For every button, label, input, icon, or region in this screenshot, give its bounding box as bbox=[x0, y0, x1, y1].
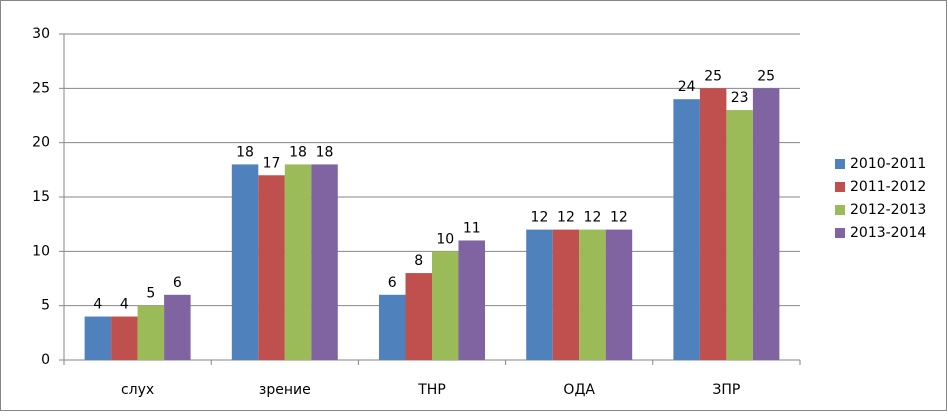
data-label: 12 bbox=[610, 210, 628, 226]
bar bbox=[311, 164, 338, 360]
bar bbox=[726, 110, 753, 360]
data-label: 12 bbox=[531, 210, 549, 226]
data-label: 23 bbox=[731, 90, 749, 106]
data-label: 18 bbox=[316, 144, 334, 160]
data-label: 4 bbox=[93, 297, 102, 313]
data-label: 12 bbox=[584, 210, 602, 226]
legend-swatch bbox=[835, 228, 845, 238]
x-tick-label: ЗПР bbox=[712, 382, 740, 398]
data-label: 6 bbox=[173, 275, 182, 291]
y-tick-label: 25 bbox=[32, 80, 50, 96]
data-label: 17 bbox=[263, 155, 281, 171]
bar bbox=[458, 240, 485, 360]
data-label: 25 bbox=[704, 68, 722, 84]
data-label: 4 bbox=[120, 297, 129, 313]
bar bbox=[284, 164, 312, 360]
x-tick-label: слух bbox=[121, 382, 154, 398]
legend-swatch bbox=[835, 205, 845, 215]
y-tick-label: 10 bbox=[32, 243, 50, 259]
bar bbox=[137, 305, 165, 360]
y-tick-label: 15 bbox=[32, 189, 50, 205]
legend-label: 2012-2013 bbox=[850, 202, 926, 218]
y-tick-label: 0 bbox=[41, 352, 50, 368]
bar bbox=[111, 316, 138, 360]
bar bbox=[673, 99, 700, 360]
x-tick-label: ТНР bbox=[417, 382, 446, 398]
data-label: 11 bbox=[463, 220, 481, 236]
y-tick-label: 5 bbox=[41, 298, 50, 314]
bar bbox=[699, 88, 727, 360]
bar bbox=[258, 175, 285, 360]
bar bbox=[231, 164, 259, 360]
legend-label: 2013-2014 bbox=[850, 225, 926, 241]
data-label: 18 bbox=[289, 144, 307, 160]
x-tick-label: зрение bbox=[259, 382, 311, 398]
bar bbox=[552, 229, 580, 360]
legend-swatch bbox=[835, 159, 845, 169]
data-label: 24 bbox=[678, 79, 696, 95]
data-label: 10 bbox=[436, 231, 454, 247]
legend-label: 2010-2011 bbox=[850, 156, 926, 172]
legend-swatch bbox=[835, 182, 845, 192]
y-tick-label: 30 bbox=[32, 26, 50, 42]
bar bbox=[164, 294, 191, 360]
data-label: 5 bbox=[146, 286, 155, 302]
x-tick-label: ОДА bbox=[563, 382, 595, 398]
legend-label: 2011-2012 bbox=[850, 179, 926, 195]
bar bbox=[432, 251, 459, 360]
bar bbox=[579, 229, 606, 360]
bar bbox=[752, 88, 780, 360]
bar bbox=[405, 273, 432, 360]
data-label: 12 bbox=[557, 210, 575, 226]
bar bbox=[379, 294, 406, 360]
bar bbox=[605, 229, 633, 360]
data-label: 25 bbox=[757, 68, 775, 84]
bar bbox=[84, 316, 112, 360]
bar bbox=[526, 229, 553, 360]
data-label: 6 bbox=[388, 275, 397, 291]
y-tick-label: 20 bbox=[32, 135, 50, 151]
data-label: 18 bbox=[236, 144, 254, 160]
data-label: 8 bbox=[414, 253, 423, 269]
